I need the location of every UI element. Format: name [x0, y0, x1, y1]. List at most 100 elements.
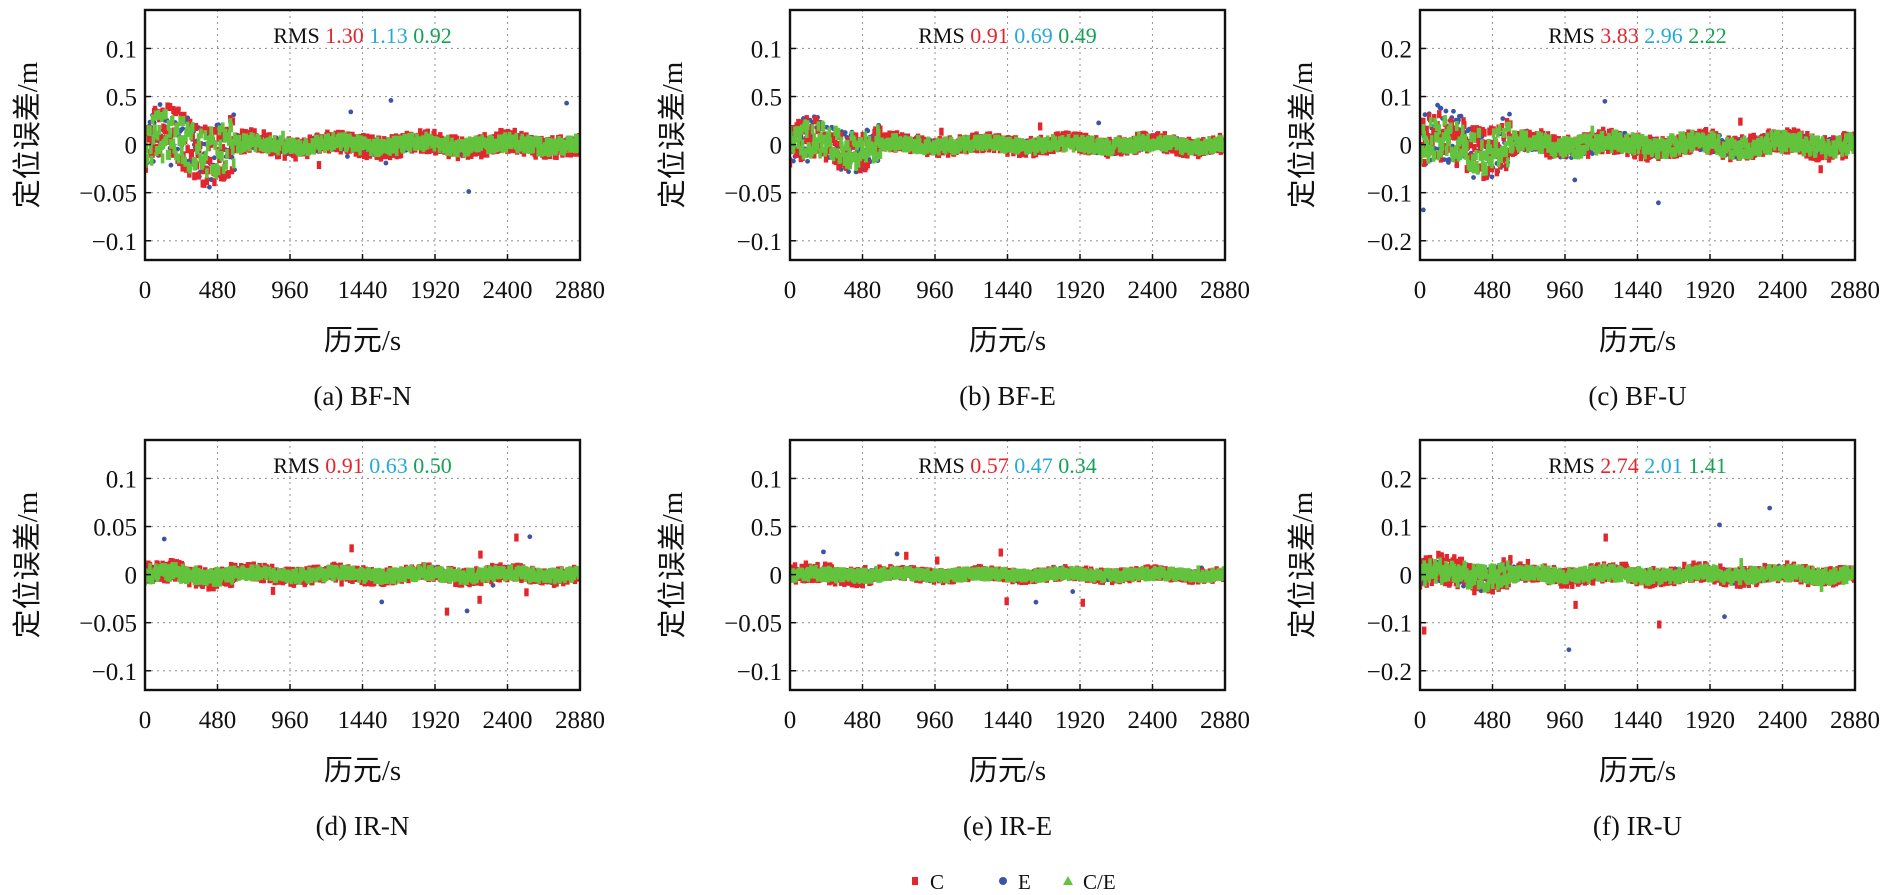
point-CE	[244, 133, 249, 144]
point-CE	[1470, 132, 1474, 143]
x-tick-label: 480	[1474, 277, 1512, 304]
point-CE	[1852, 144, 1855, 155]
point-CE	[1593, 134, 1598, 145]
point-C	[364, 152, 369, 161]
point-CE	[848, 159, 853, 170]
point-CE	[204, 150, 208, 161]
point-CE	[169, 138, 173, 149]
point-E	[1451, 108, 1456, 114]
rms-label: RMS	[918, 23, 970, 48]
x-tick-label: 1920	[1685, 277, 1735, 304]
point-CE	[145, 143, 149, 154]
x-tick-label: 2400	[483, 277, 533, 304]
point-CE	[1440, 140, 1445, 151]
point-CE	[1479, 150, 1483, 161]
point-CE	[1429, 117, 1433, 128]
point-CE	[1162, 141, 1166, 152]
point-CE	[1435, 132, 1440, 143]
point-CE	[1463, 134, 1467, 145]
point-CE	[1782, 141, 1786, 152]
rms-value-2: 1.13	[369, 23, 413, 48]
point-CE	[310, 138, 315, 149]
point-C	[1818, 165, 1823, 174]
data-points	[1420, 98, 1855, 213]
point-C	[252, 128, 257, 137]
point-E	[157, 102, 163, 107]
point-C	[970, 132, 975, 141]
point-CE	[298, 140, 303, 151]
point-C	[1451, 125, 1456, 134]
point-C	[1544, 149, 1549, 158]
point-C	[146, 134, 152, 143]
point-CE	[855, 140, 859, 151]
point-C	[1472, 144, 1477, 153]
point-CE	[1596, 134, 1600, 145]
rms-annotation: RMS 1.30 1.13 0.92	[273, 23, 451, 48]
point-C	[1506, 130, 1511, 139]
point-C	[208, 156, 213, 165]
data-points	[790, 114, 1225, 175]
point-CE	[355, 134, 360, 145]
point-CE	[1764, 145, 1769, 156]
point-E	[207, 184, 212, 190]
point-CE	[358, 145, 362, 156]
y-tick-label: 0.1	[106, 36, 137, 63]
point-CE	[1501, 127, 1506, 138]
point-CE	[810, 124, 815, 135]
point-C	[1738, 117, 1743, 126]
point-CE	[196, 133, 201, 144]
point-CE	[1100, 137, 1104, 148]
point-CE	[804, 127, 809, 138]
y-axis-label: 定位误差/m	[11, 61, 44, 208]
point-CE	[1505, 121, 1509, 132]
point-CE	[423, 140, 428, 151]
point-CE	[394, 146, 399, 157]
y-axis-label: 定位误差/m	[656, 61, 689, 208]
y-tick-label: −0.1	[92, 229, 137, 256]
point-C	[1748, 133, 1753, 142]
point-E	[388, 98, 394, 103]
point-CE	[576, 134, 580, 145]
point-C	[244, 129, 249, 138]
point-CE	[156, 109, 161, 120]
point-C	[1453, 132, 1459, 141]
point-CE	[925, 143, 929, 154]
point-C	[887, 130, 892, 139]
point-CE	[1449, 146, 1454, 157]
point-CE	[401, 143, 406, 154]
point-CE	[1475, 164, 1480, 175]
y-tick-label: −0.05	[724, 181, 782, 208]
point-CE	[1613, 139, 1617, 150]
point-C	[1851, 131, 1855, 140]
point-CE	[205, 168, 209, 179]
point-CE	[181, 116, 186, 127]
x-tick-label: 1920	[1055, 277, 1105, 304]
point-E	[212, 155, 217, 161]
point-CE	[1499, 153, 1503, 164]
point-CE	[854, 161, 858, 172]
point-CE	[1784, 142, 1789, 153]
point-E	[161, 536, 167, 542]
point-C	[1766, 128, 1772, 137]
point-E	[1656, 200, 1661, 206]
point-CE	[836, 127, 841, 138]
x-tick-label: 2400	[1128, 277, 1178, 304]
y-tick-label: 0.5	[106, 85, 137, 112]
point-C	[196, 171, 201, 180]
point-C	[1457, 130, 1462, 139]
point-CE	[168, 127, 172, 138]
point-CE	[1485, 143, 1490, 154]
point-C	[838, 131, 844, 140]
y-tick-label: 0.2	[1381, 36, 1412, 63]
rms-value-1: 3.83	[1600, 23, 1644, 48]
x-tick-label: 1440	[983, 277, 1033, 304]
point-CE	[874, 135, 878, 146]
point-CE	[947, 142, 952, 153]
y-tick-label: 0	[770, 133, 783, 160]
point-CE	[845, 140, 850, 151]
point-CE	[1494, 139, 1498, 150]
point-CE	[792, 138, 796, 149]
point-CE	[1137, 131, 1141, 142]
point-C	[213, 126, 218, 135]
y-tick-label: 0.1	[751, 36, 782, 63]
